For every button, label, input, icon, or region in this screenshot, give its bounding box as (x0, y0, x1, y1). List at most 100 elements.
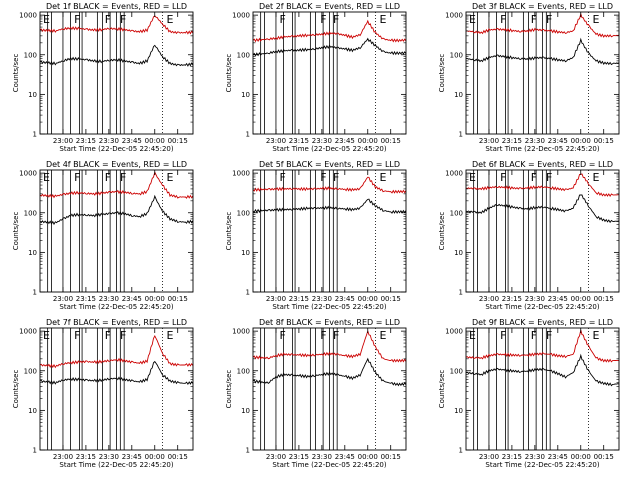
x-tick-label: 23:45 (335, 137, 355, 145)
x-tick-label: 23:45 (122, 453, 142, 461)
plot-frame (252, 11, 407, 135)
x-tick-label: 23:15 (502, 453, 522, 461)
y-tick-label: 10 (28, 249, 37, 257)
y-axis-label: Counts/sec (225, 212, 233, 251)
flag-label: F (531, 13, 537, 26)
panel-title: Det 5f BLACK = Events, RED = LLD (259, 160, 400, 169)
x-tick-label: 23:30 (99, 137, 119, 145)
x-tick-label: 00:00 (145, 137, 165, 145)
x-tick-label: 23:45 (122, 137, 142, 145)
y-tick-label: 10 (454, 249, 463, 257)
x-tick-label: 23:15 (502, 137, 522, 145)
panel-title: Det 4f BLACK = Events, RED = LLD (46, 160, 187, 169)
x-tick-label: 23:00 (479, 453, 499, 461)
x-tick-label: 00:15 (168, 137, 188, 145)
y-axis-label: Counts/sec (225, 370, 233, 409)
flag-label: F (320, 329, 326, 342)
x-tick-label: 23:00 (53, 295, 73, 303)
y-tick-label: 100 (24, 367, 37, 375)
series-line-events (39, 360, 194, 386)
flag-label: E (166, 13, 173, 26)
y-axis-label: Counts/sec (438, 212, 446, 251)
flag-label: F (74, 171, 80, 184)
flag-label: E (43, 13, 50, 26)
flag-label: E (592, 329, 599, 342)
x-tick-label: 23:00 (266, 137, 286, 145)
flag-label: F (105, 13, 111, 26)
x-tick-label: 23:15 (289, 137, 309, 145)
y-tick-label: 1000 (445, 170, 463, 178)
x-tick-label: 00:00 (145, 295, 165, 303)
x-tick-label: 23:00 (479, 137, 499, 145)
y-tick-label: 10 (241, 407, 250, 415)
series-line-events (466, 37, 620, 66)
x-tick-label: 23:30 (525, 453, 545, 461)
flag-label: E (379, 329, 386, 342)
flag-label: F (74, 329, 80, 342)
flag-label: F (500, 329, 506, 342)
y-tick-label: 1000 (19, 328, 37, 336)
y-tick-label: 100 (237, 51, 250, 59)
panel-title: Det 1f BLACK = Events, RED = LLD (46, 2, 187, 11)
x-tick-label: 00:00 (358, 453, 378, 461)
plot-frame (252, 327, 407, 451)
x-tick-label: 23:45 (548, 453, 568, 461)
x-axis-label: Start Time (22-Dec-05 22:45:20) (272, 461, 386, 469)
x-tick-label: 23:15 (502, 295, 522, 303)
y-tick-label: 1 (246, 447, 250, 455)
x-tick-label: 00:15 (594, 137, 614, 145)
plot-frame (252, 169, 407, 293)
y-tick-label: 10 (28, 91, 37, 99)
flag-label: E (43, 171, 50, 184)
y-tick-label: 1000 (232, 170, 250, 178)
x-tick-label: 00:15 (168, 453, 188, 461)
x-tick-label: 00:00 (571, 137, 591, 145)
series-line-events (39, 44, 194, 67)
x-tick-label: 23:30 (525, 137, 545, 145)
x-tick-label: 23:00 (53, 137, 73, 145)
x-tick-label: 00:15 (594, 453, 614, 461)
x-tick-label: 00:15 (381, 453, 401, 461)
x-tick-label: 23:45 (548, 137, 568, 145)
y-axis-label: Counts/sec (12, 54, 20, 93)
x-tick-label: 23:30 (312, 137, 332, 145)
y-tick-label: 10 (28, 407, 37, 415)
y-tick-label: 1000 (445, 12, 463, 20)
x-tick-label: 00:00 (358, 295, 378, 303)
x-tick-label: 00:00 (145, 453, 165, 461)
series-line-events (465, 353, 620, 387)
flag-label: F (531, 329, 537, 342)
x-tick-label: 00:00 (571, 453, 591, 461)
flag-label: F (333, 329, 339, 342)
x-tick-label: 23:00 (266, 295, 286, 303)
y-tick-label: 100 (450, 209, 463, 217)
flag-label: F (320, 13, 326, 26)
y-tick-label: 1 (459, 289, 463, 297)
y-axis-label: Counts/sec (225, 54, 233, 93)
flag-label: E (379, 171, 386, 184)
flag-label: E (592, 13, 599, 26)
y-tick-label: 1 (33, 447, 37, 455)
x-tick-label: 00:15 (594, 295, 614, 303)
y-tick-label: 1000 (232, 12, 250, 20)
y-tick-label: 100 (237, 367, 250, 375)
y-tick-label: 1 (246, 131, 250, 139)
x-tick-label: 23:45 (335, 295, 355, 303)
x-tick-label: 23:30 (99, 453, 119, 461)
flag-label: E (592, 171, 599, 184)
x-tick-label: 23:45 (335, 453, 355, 461)
flag-label: F (320, 171, 326, 184)
flag-label: F (74, 13, 80, 26)
x-tick-label: 23:00 (479, 295, 499, 303)
x-axis-label: Start Time (22-Dec-05 22:45:20) (59, 303, 173, 311)
flag-label: F (280, 329, 286, 342)
series-line-events (39, 194, 194, 226)
flag-label: E (43, 329, 50, 342)
series-line-lld (252, 176, 407, 194)
